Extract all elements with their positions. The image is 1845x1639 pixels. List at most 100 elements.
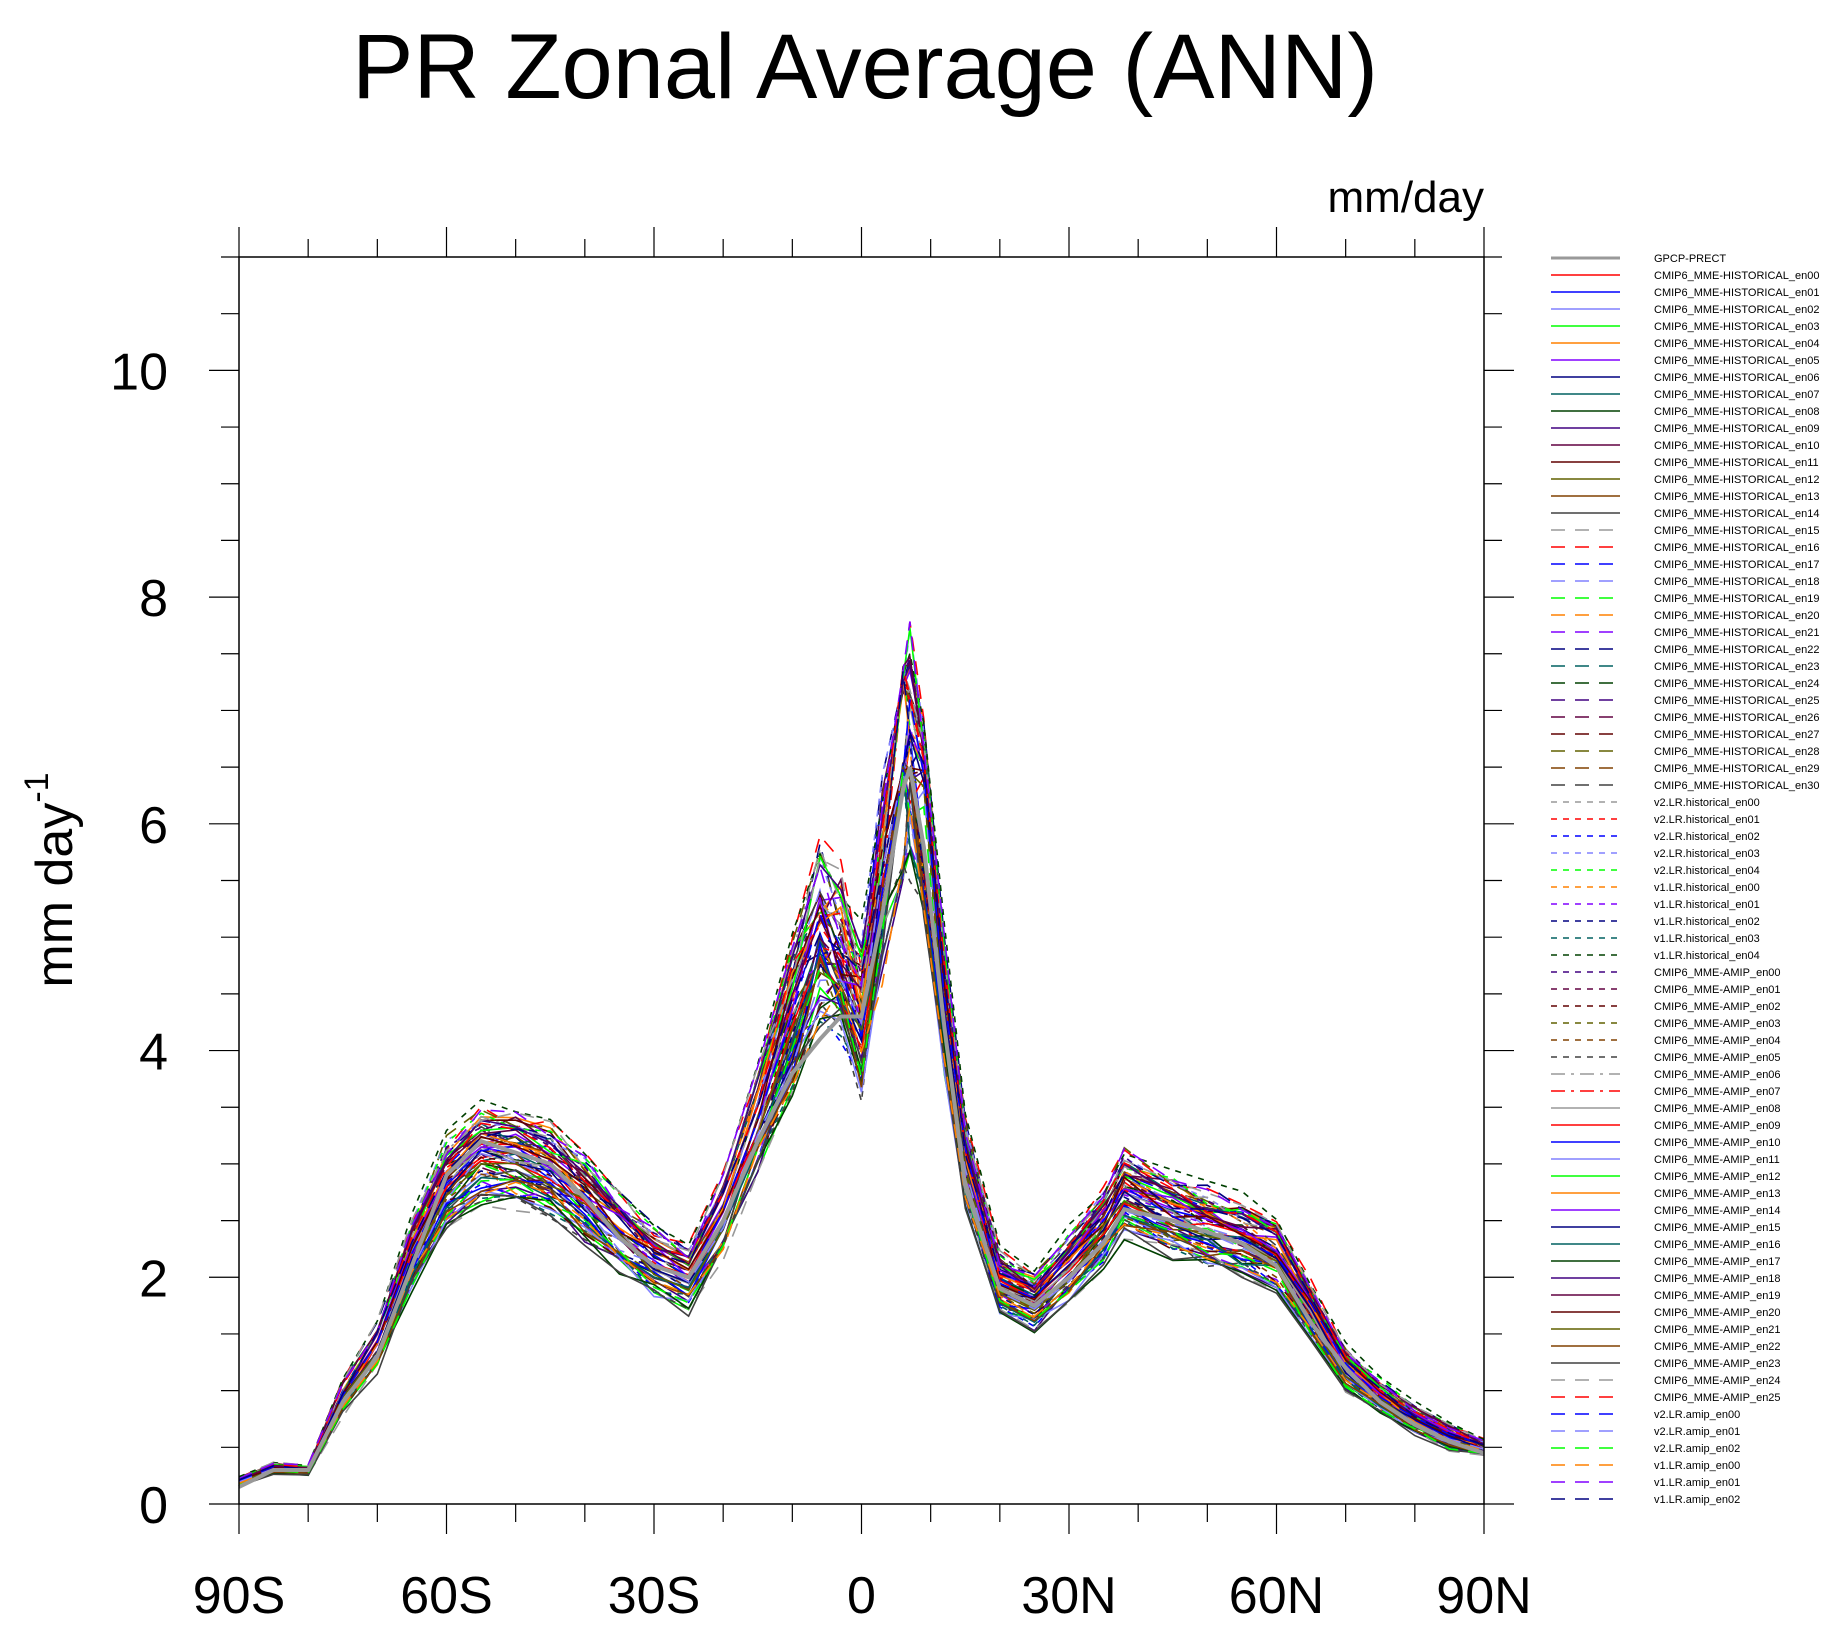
legend-label: CMIP6_MME-HISTORICAL_en21: [1654, 627, 1819, 639]
series-line-CMIP6_MME-AMIP_en25: [238, 668, 1485, 1481]
chart-title: PR Zonal Average (ANN): [352, 16, 1378, 118]
legend-label: CMIP6_MME-AMIP_en22: [1654, 1341, 1781, 1353]
series-line-v1.LR.historical_en02: [238, 740, 1485, 1484]
series-line-CMIP6_MME-AMIP_en20: [238, 767, 1485, 1482]
legend-label: v1.LR.amip_en02: [1654, 1494, 1740, 1506]
legend-label: CMIP6_MME-HISTORICAL_en17: [1654, 559, 1819, 571]
y-axis-label-text: mm day: [26, 803, 84, 988]
x-tick-label: 0: [847, 1567, 876, 1625]
series-line-CMIP6_MME-AMIP_en15: [238, 734, 1485, 1483]
series-line-CMIP6_MME-HISTORICAL_en26: [238, 768, 1485, 1482]
legend-label: CMIP6_MME-HISTORICAL_en00: [1654, 270, 1819, 282]
series-line-CMIP6_MME-AMIP_en03: [238, 774, 1485, 1484]
legend-label: CMIP6_MME-AMIP_en13: [1654, 1188, 1781, 1200]
legend-label: v2.LR.historical_en00: [1654, 797, 1760, 809]
series-line-CMIP6_MME-HISTORICAL_en09: [238, 782, 1485, 1486]
series-line-CMIP6_MME-AMIP_en11: [238, 812, 1485, 1485]
legend-label: CMIP6_MME-HISTORICAL_en27: [1654, 729, 1819, 741]
legend-label: CMIP6_MME-AMIP_en19: [1654, 1290, 1781, 1302]
legend-label: CMIP6_MME-HISTORICAL_en03: [1654, 321, 1819, 333]
legend-label: v2.LR.amip_en00: [1654, 1409, 1740, 1421]
x-tick-label: 30S: [608, 1567, 701, 1625]
legend-label: CMIP6_MME-HISTORICAL_en24: [1654, 678, 1819, 690]
series-line-CMIP6_MME-AMIP_en10: [238, 763, 1485, 1484]
series-line-CMIP6_MME-AMIP_en08: [238, 705, 1485, 1483]
y-tick-label: 8: [139, 570, 168, 628]
series-line-CMIP6_MME-AMIP_en07: [238, 675, 1485, 1482]
series-line-CMIP6_MME-AMIP_en18: [238, 662, 1485, 1481]
legend-label: CMIP6_MME-HISTORICAL_en05: [1654, 355, 1819, 367]
series-line-CMIP6_MME-AMIP_en02: [238, 769, 1485, 1483]
legend-label: CMIP6_MME-HISTORICAL_en20: [1654, 610, 1819, 622]
legend-label: CMIP6_MME-AMIP_en01: [1654, 984, 1781, 996]
legend-label: CMIP6_MME-HISTORICAL_en25: [1654, 695, 1819, 707]
units-label: mm/day: [1328, 173, 1484, 222]
legend-label: CMIP6_MME-AMIP_en06: [1654, 1069, 1781, 1081]
legend-label: CMIP6_MME-AMIP_en17: [1654, 1256, 1781, 1268]
series-line-v1.LR.historical_en00: [238, 729, 1485, 1480]
legend-label: CMIP6_MME-AMIP_en15: [1654, 1222, 1781, 1234]
legend-label: v1.LR.amip_en00: [1654, 1460, 1740, 1472]
series-line-CMIP6_MME-AMIP_en14: [238, 727, 1485, 1482]
legend-label: CMIP6_MME-AMIP_en02: [1654, 1001, 1781, 1013]
y-axis-label: mm day-1: [18, 772, 84, 987]
series-line-CMIP6_MME-HISTORICAL_en00: [238, 742, 1485, 1484]
legend-label: CMIP6_MME-HISTORICAL_en30: [1654, 780, 1819, 792]
legend-label: CMIP6_MME-HISTORICAL_en26: [1654, 712, 1819, 724]
legend-label: v2.LR.historical_en01: [1654, 814, 1760, 826]
series-line-v2.LR.amip_en01: [238, 771, 1485, 1483]
x-tick-label: 60N: [1229, 1567, 1324, 1625]
legend-label: CMIP6_MME-AMIP_en20: [1654, 1307, 1781, 1319]
legend-label: CMIP6_MME-HISTORICAL_en04: [1654, 338, 1819, 350]
series-line-CMIP6_MME-HISTORICAL_en18: [238, 736, 1485, 1483]
legend-label: v1.LR.historical_en01: [1654, 899, 1760, 911]
legend-label: v2.LR.historical_en04: [1654, 865, 1760, 877]
y-tick-label: 0: [139, 1477, 168, 1535]
legend-label: CMIP6_MME-AMIP_en24: [1654, 1375, 1781, 1387]
legend-label: v1.LR.historical_en02: [1654, 916, 1760, 928]
legend-label: CMIP6_MME-AMIP_en05: [1654, 1052, 1781, 1064]
series-line-v1.LR.historical_en04: [238, 653, 1485, 1478]
x-tick-label: 60S: [400, 1567, 493, 1625]
legend-label: CMIP6_MME-HISTORICAL_en10: [1654, 440, 1819, 452]
series-line-CMIP6_MME-HISTORICAL_en16: [238, 621, 1485, 1479]
legend-label: CMIP6_MME-AMIP_en23: [1654, 1358, 1781, 1370]
x-tick-label: 30N: [1021, 1567, 1116, 1625]
legend-label: CMIP6_MME-AMIP_en07: [1654, 1086, 1781, 1098]
series-line-CMIP6_MME-HISTORICAL_en27: [238, 776, 1485, 1485]
series-line-v1.LR.amip_en00: [238, 806, 1485, 1484]
legend-label: CMIP6_MME-HISTORICAL_en22: [1654, 644, 1819, 656]
legend-label: CMIP6_MME-AMIP_en14: [1654, 1205, 1781, 1217]
legend-label: CMIP6_MME-HISTORICAL_en11: [1654, 457, 1819, 469]
series-line-CMIP6_MME-HISTORICAL_en21: [238, 842, 1485, 1483]
legend-label: CMIP6_MME-HISTORICAL_en28: [1654, 746, 1819, 758]
series-line-CMIP6_MME-HISTORICAL_en30: [238, 693, 1485, 1480]
series-line-CMIP6_MME-HISTORICAL_en25: [238, 769, 1485, 1484]
series-line-CMIP6_MME-AMIP_en21: [238, 768, 1485, 1483]
series-line-CMIP6_MME-HISTORICAL_en02: [238, 739, 1485, 1483]
legend-label: CMIP6_MME-AMIP_en09: [1654, 1120, 1781, 1132]
legend-label: CMIP6_MME-HISTORICAL_en29: [1654, 763, 1819, 775]
legend-label: CMIP6_MME-HISTORICAL_en12: [1654, 474, 1819, 486]
y-tick-label: 10: [110, 343, 168, 401]
legend-label: CMIP6_MME-HISTORICAL_en06: [1654, 372, 1819, 384]
y-axis-label-superscript: -1: [18, 772, 56, 802]
legend-label: CMIP6_MME-AMIP_en25: [1654, 1392, 1781, 1404]
series-line-CMIP6_MME-AMIP_en04: [238, 759, 1485, 1483]
series-line-v2.LR.historical_en01: [238, 771, 1485, 1484]
legend-label: CMIP6_MME-AMIP_en18: [1654, 1273, 1781, 1285]
legend-label: CMIP6_MME-AMIP_en08: [1654, 1103, 1781, 1115]
series-line-v1.LR.amip_en02: [238, 671, 1485, 1481]
x-tick-label: 90N: [1436, 1567, 1531, 1625]
legend-label: CMIP6_MME-HISTORICAL_en19: [1654, 593, 1819, 605]
series-line-CMIP6_MME-HISTORICAL_en06: [238, 738, 1485, 1481]
series-line-CMIP6_MME-HISTORICAL_en19: [238, 740, 1485, 1484]
series-line-CMIP6_MME-HISTORICAL_en01: [238, 735, 1485, 1482]
legend-label: CMIP6_MME-HISTORICAL_en13: [1654, 491, 1819, 503]
series-line-v2.LR.amip_en02: [238, 770, 1485, 1486]
series-line-CMIP6_MME-AMIP_en23: [238, 782, 1485, 1487]
legend-label: CMIP6_MME-HISTORICAL_en15: [1654, 525, 1819, 537]
legend-label: CMIP6_MME-HISTORICAL_en18: [1654, 576, 1819, 588]
legend-label: v2.LR.historical_en03: [1654, 848, 1760, 860]
